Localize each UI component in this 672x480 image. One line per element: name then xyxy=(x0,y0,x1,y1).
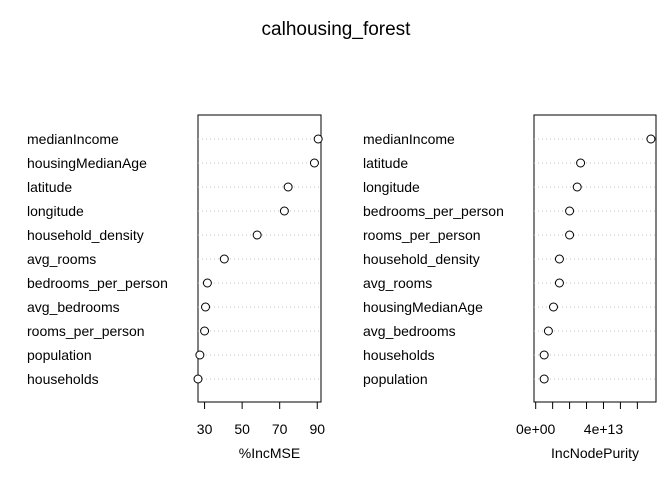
importance-point xyxy=(309,158,319,168)
variable-label: rooms_per_person xyxy=(27,323,145,339)
importance-point xyxy=(554,278,564,288)
importance-point xyxy=(252,230,262,240)
importance-point xyxy=(283,182,293,192)
importance-point xyxy=(539,374,549,384)
variable-label: household_density xyxy=(363,251,480,267)
chart-title: calhousing_forest xyxy=(262,19,412,40)
variable-label: bedrooms_per_person xyxy=(363,203,504,219)
variable-label: households xyxy=(27,371,99,387)
importance-point xyxy=(195,350,205,360)
importance-point xyxy=(565,206,575,216)
importance-point xyxy=(548,302,558,312)
variable-label: latitude xyxy=(27,179,72,195)
variable-label: household_density xyxy=(27,227,144,243)
x-tick-label: 0e+00 xyxy=(516,421,556,437)
x-tick-label: 4e+13 xyxy=(584,421,624,437)
importance-point xyxy=(646,134,656,144)
x-tick-label: 50 xyxy=(234,421,250,437)
importance-point xyxy=(565,230,575,240)
importance-panel-incnodepurity: medianIncome latitude longitude bedrooms_pe… xyxy=(363,114,657,461)
importance-panel-incmse: medianIncome housingMedianAge latitude long… xyxy=(27,114,325,461)
variable-label: longitude xyxy=(363,179,420,195)
variable-label: population xyxy=(363,371,428,387)
importance-point xyxy=(572,182,582,192)
variable-label: bedrooms_per_person xyxy=(27,275,168,291)
variable-label: avg_rooms xyxy=(27,251,96,267)
variable-label: population xyxy=(27,347,92,363)
variable-label: avg_bedrooms xyxy=(27,299,120,315)
x-tick-label: 70 xyxy=(272,421,288,437)
importance-point xyxy=(576,158,586,168)
variable-label: latitude xyxy=(363,155,408,171)
variable-label: avg_rooms xyxy=(363,275,432,291)
x-tick-label: 30 xyxy=(197,421,213,437)
variable-label: housingMedianAge xyxy=(27,155,147,171)
variable-label: households xyxy=(363,347,435,363)
importance-point xyxy=(539,350,549,360)
x-tick-label: 90 xyxy=(309,421,325,437)
importance-point xyxy=(554,254,564,264)
variable-label: housingMedianAge xyxy=(363,299,483,315)
variable-label: rooms_per_person xyxy=(363,227,481,243)
importance-point xyxy=(193,374,203,384)
variable-label: medianIncome xyxy=(27,131,119,147)
importance-point xyxy=(543,326,553,336)
importance-point xyxy=(202,278,212,288)
importance-point xyxy=(200,326,210,336)
variable-label: longitude xyxy=(27,203,84,219)
variable-label: medianIncome xyxy=(363,131,455,147)
variable-label: avg_bedrooms xyxy=(363,323,456,339)
importance-point xyxy=(313,134,323,144)
importance-point xyxy=(201,302,211,312)
x-axis-title: IncNodePurity xyxy=(551,445,639,461)
importance-point xyxy=(219,254,229,264)
importance-point xyxy=(279,206,289,216)
x-axis-title: %IncMSE xyxy=(239,445,300,461)
